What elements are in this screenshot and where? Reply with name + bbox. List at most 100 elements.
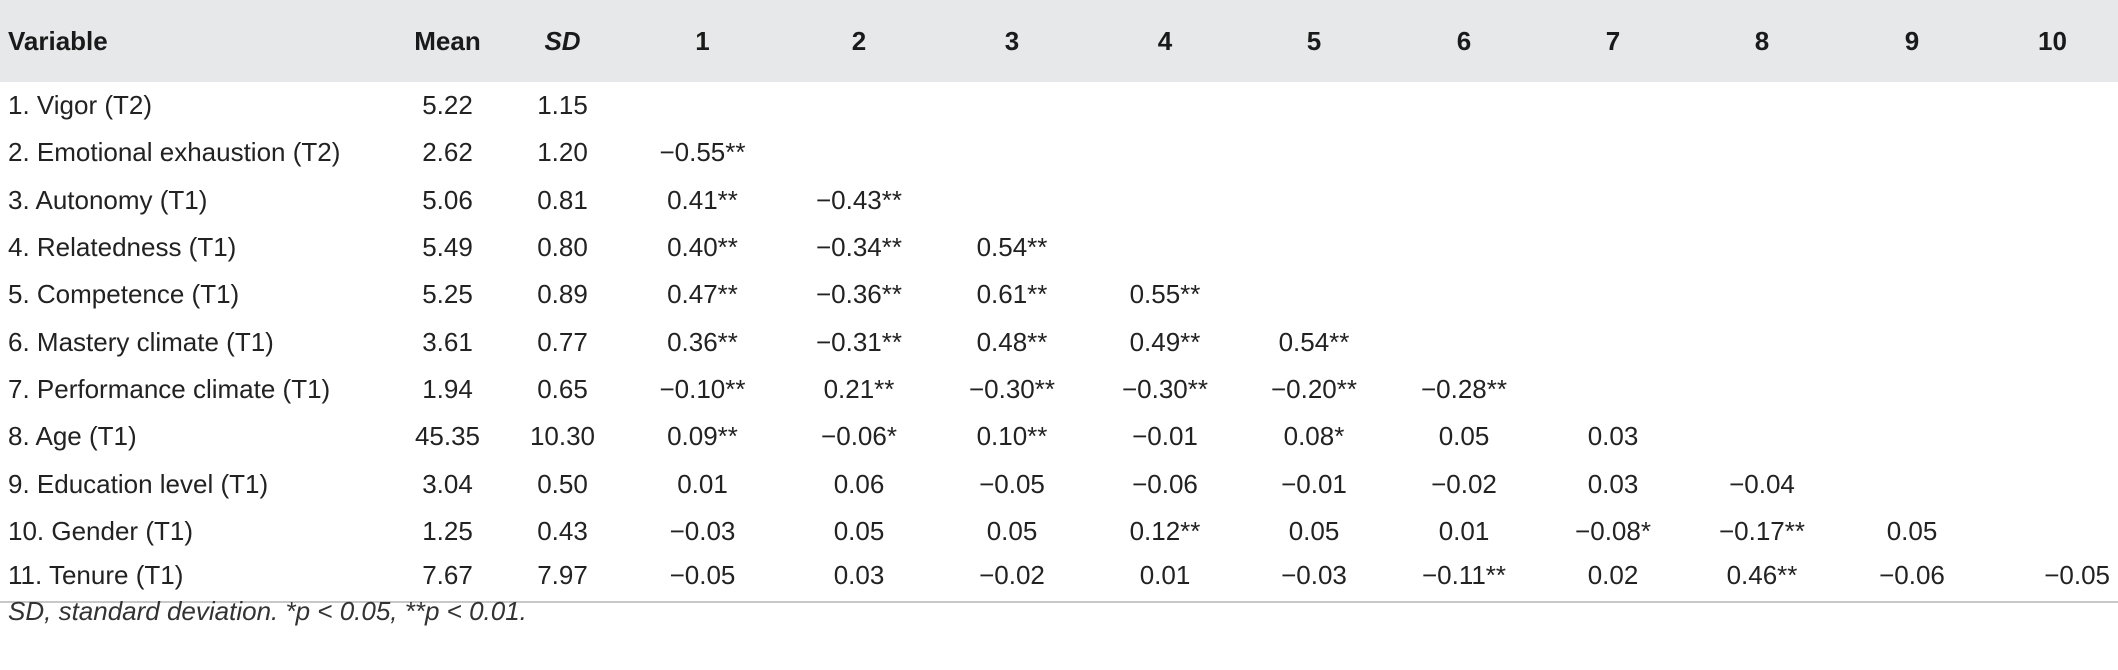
cell-r7 — [1539, 318, 1687, 365]
cell-r3 — [933, 177, 1091, 224]
cell-r1: 0.09** — [667, 421, 738, 452]
header-col-2: 2 — [851, 25, 867, 56]
table-row: 9. Education level (T1) 3.04 0.50 0.01 0.06 −… — [0, 460, 2118, 507]
cell-r7 — [1539, 177, 1687, 224]
cell-r9 — [1837, 224, 1987, 271]
cell-variable: 11. Tenure (T1) — [8, 559, 184, 590]
table-row: 4. Relatedness (T1) 5.49 0.80 0.40** −0.34**… — [0, 224, 2118, 271]
header-col-3: 3 — [1004, 25, 1020, 56]
cell-sd: 0.50 — [537, 468, 588, 499]
cell-r5: −0.03 — [1281, 559, 1347, 590]
cell-r2: −0.34** — [815, 232, 903, 263]
cell-mean: 7.67 — [422, 559, 473, 590]
cell-sd: 0.80 — [537, 232, 588, 263]
cell-mean: 2.62 — [422, 137, 473, 168]
cell-r5 — [1239, 224, 1389, 271]
cell-r9 — [1837, 460, 1987, 507]
cell-r2: 0.06 — [833, 468, 885, 499]
cell-r7 — [1539, 271, 1687, 318]
cell-r7: 0.02 — [1587, 559, 1639, 590]
cell-r3: −0.30** — [968, 373, 1056, 404]
cell-r9 — [1837, 271, 1987, 318]
cell-r6: −0.28** — [1420, 373, 1508, 404]
cell-mean: 3.61 — [422, 326, 473, 357]
cell-r1: −0.55** — [659, 137, 746, 168]
cell-r8 — [1687, 318, 1837, 365]
cell-variable: 10. Gender (T1) — [8, 515, 193, 546]
cell-r1: 0.01 — [677, 468, 728, 499]
table-row: 6. Mastery climate (T1) 3.61 0.77 0.36** −0.… — [0, 318, 2118, 365]
cell-r8 — [1687, 177, 1837, 224]
header-col-8: 8 — [1754, 25, 1770, 56]
cell-variable: 5. Competence (T1) — [8, 279, 240, 310]
cell-r3: −0.02 — [979, 559, 1045, 590]
cell-mean: 1.94 — [422, 373, 473, 404]
table-row: 10. Gender (T1) 1.25 0.43 −0.03 0.05 0.05 0.12… — [0, 508, 2118, 555]
cell-variable: 8. Age (T1) — [8, 421, 137, 452]
cell-r5: 0.05 — [1288, 515, 1340, 546]
header-col-6: 6 — [1456, 25, 1472, 56]
cell-r4: 0.49** — [1129, 326, 1201, 357]
cell-r5: −0.01 — [1281, 468, 1347, 499]
cell-r1: −0.10** — [659, 373, 746, 404]
cell-r5: 0.08* — [1283, 421, 1345, 452]
cell-variable: 9. Education level (T1) — [8, 468, 269, 499]
cell-mean: 5.49 — [422, 232, 473, 263]
cell-r2 — [785, 82, 933, 129]
cell-r7 — [1539, 129, 1687, 176]
cell-r4 — [1091, 82, 1239, 129]
cell-r4 — [1091, 177, 1239, 224]
cell-sd: 0.65 — [537, 373, 588, 404]
cell-r3: 0.05 — [986, 515, 1038, 546]
cell-r6 — [1389, 177, 1539, 224]
cell-r9 — [1837, 129, 1987, 176]
header-row: Variable Mean SD 1 2 3 4 5 6 7 8 9 10 — [0, 0, 2118, 82]
cell-r6 — [1389, 271, 1539, 318]
cell-r2: −0.31** — [815, 326, 903, 357]
cell-r10: −0.05 — [2044, 559, 2110, 590]
cell-r4 — [1091, 129, 1239, 176]
table-row: 5. Competence (T1) 5.25 0.89 0.47** −0.36** 0… — [0, 271, 2118, 318]
cell-r10 — [1987, 82, 2118, 129]
table-body: 1. Vigor (T2) 5.22 1.15 2. Emotional exhaus… — [0, 82, 2118, 603]
cell-variable: 7. Performance climate (T1) — [8, 373, 331, 404]
cell-r8: −0.04 — [1729, 468, 1795, 499]
correlation-table: Variable Mean SD 1 2 3 4 5 6 7 8 9 10 1.… — [0, 0, 2118, 603]
cell-r5 — [1239, 177, 1389, 224]
cell-r8 — [1687, 82, 1837, 129]
header-col-5: 5 — [1306, 25, 1322, 56]
cell-r8 — [1687, 271, 1837, 318]
cell-r4: −0.30** — [1121, 373, 1209, 404]
cell-r6 — [1389, 224, 1539, 271]
cell-r1: 0.40** — [667, 232, 738, 263]
cell-r1: 0.47** — [667, 279, 738, 310]
cell-r4: −0.06 — [1132, 468, 1198, 499]
cell-r2: −0.43** — [815, 184, 903, 215]
cell-r1: 0.36** — [667, 326, 738, 357]
header-col-9: 9 — [1904, 25, 1920, 56]
cell-r2: −0.06* — [821, 421, 897, 452]
header-col-10: 10 — [2038, 25, 2067, 56]
cell-r6: 0.05 — [1438, 421, 1490, 452]
cell-r9: 0.05 — [1886, 515, 1938, 546]
cell-variable: 6. Mastery climate (T1) — [8, 326, 274, 357]
cell-r9 — [1837, 366, 1987, 413]
cell-r6 — [1389, 82, 1539, 129]
cell-variable: 2. Emotional exhaustion (T2) — [8, 137, 341, 168]
cell-r9 — [1837, 82, 1987, 129]
cell-sd: 10.30 — [529, 421, 596, 452]
cell-r3 — [933, 129, 1091, 176]
cell-r7 — [1539, 366, 1687, 413]
cell-r2: 0.21** — [823, 373, 895, 404]
cell-r10 — [1987, 271, 2118, 318]
table-footnote: SD, standard deviation. *p < 0.05, **p <… — [8, 596, 527, 626]
cell-r7: −0.08* — [1575, 515, 1651, 546]
cell-r3: −0.05 — [979, 468, 1045, 499]
cell-r9: −0.06 — [1879, 559, 1945, 590]
cell-r7 — [1539, 82, 1687, 129]
cell-r8 — [1687, 366, 1837, 413]
cell-sd: 0.43 — [537, 515, 588, 546]
table-row: 3. Autonomy (T1) 5.06 0.81 0.41** −0.43** — [0, 177, 2118, 224]
cell-r7: 0.03 — [1587, 468, 1639, 499]
